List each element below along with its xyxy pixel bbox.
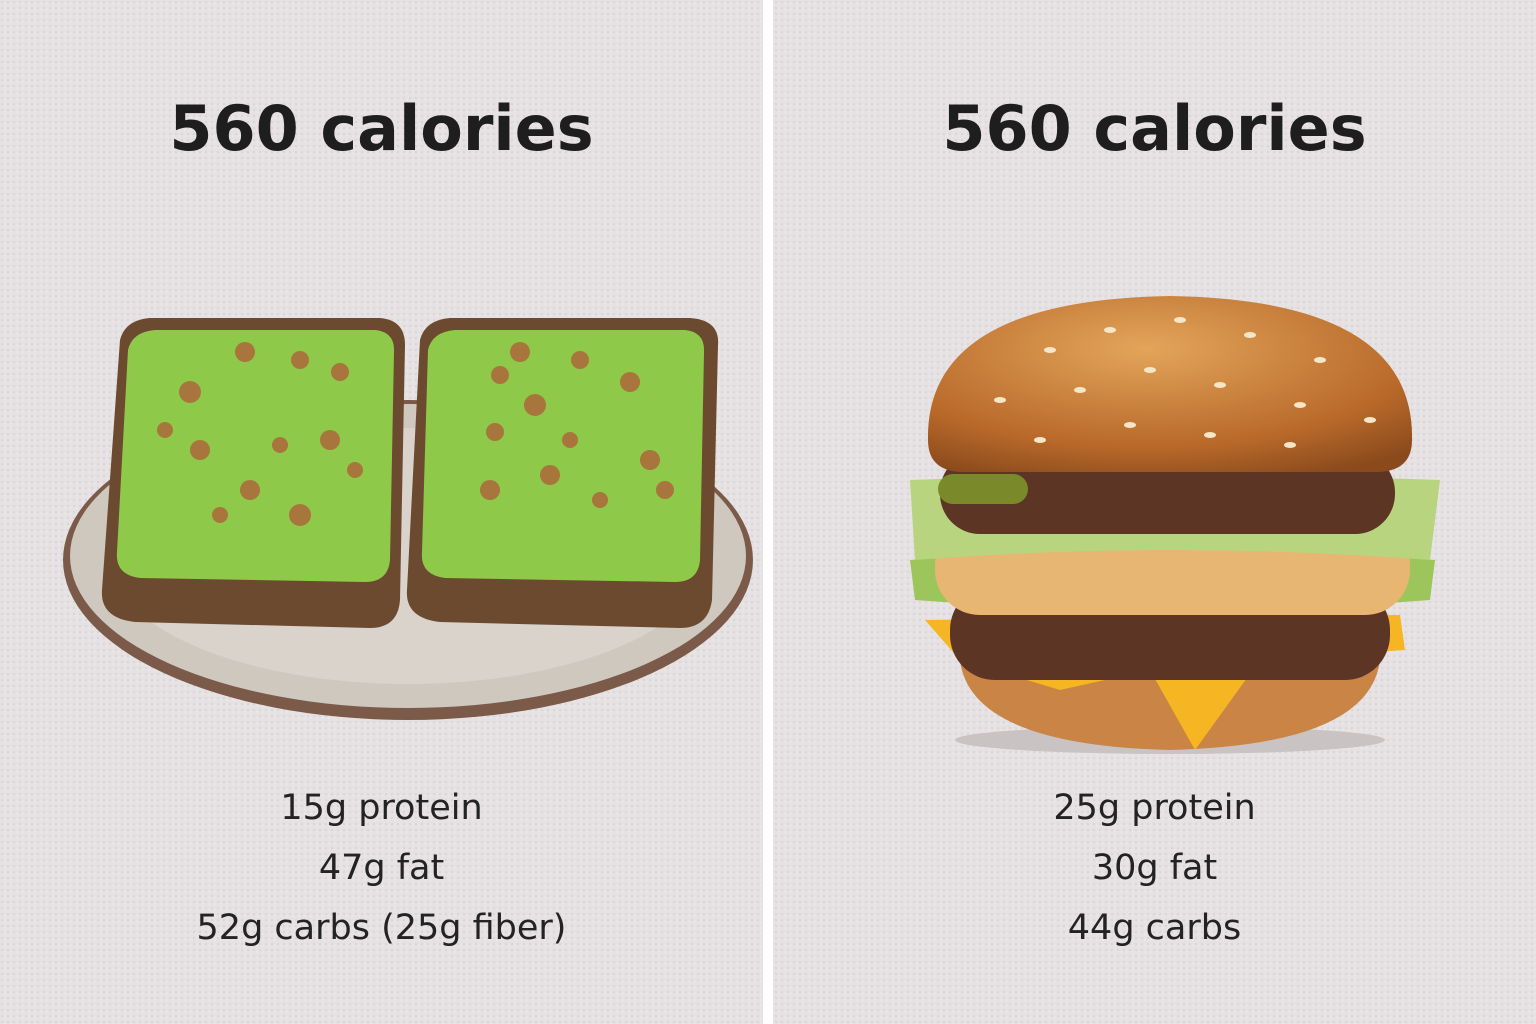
panel-title: 560 calories <box>942 92 1367 165</box>
panel-title: 560 calories <box>169 92 594 165</box>
nutrition-line: 15g protein <box>280 788 483 828</box>
nutrition-line: 52g carbs (25g fiber) <box>196 908 567 948</box>
divider <box>763 0 773 1024</box>
avocado-toast <box>63 318 753 720</box>
nutrition-line: 25g protein <box>1053 788 1256 828</box>
nutrition-line: 44g carbs <box>1067 908 1242 948</box>
burger <box>910 296 1440 754</box>
nutrition-line: 47g fat <box>318 848 445 888</box>
nutrition-list: 15g protein 47g fat 52g carbs (25g fiber… <box>0 778 763 958</box>
nutrition-list: 25g protein 30g fat 44g carbs <box>773 778 1536 958</box>
nutrition-line: 30g fat <box>1091 848 1218 888</box>
